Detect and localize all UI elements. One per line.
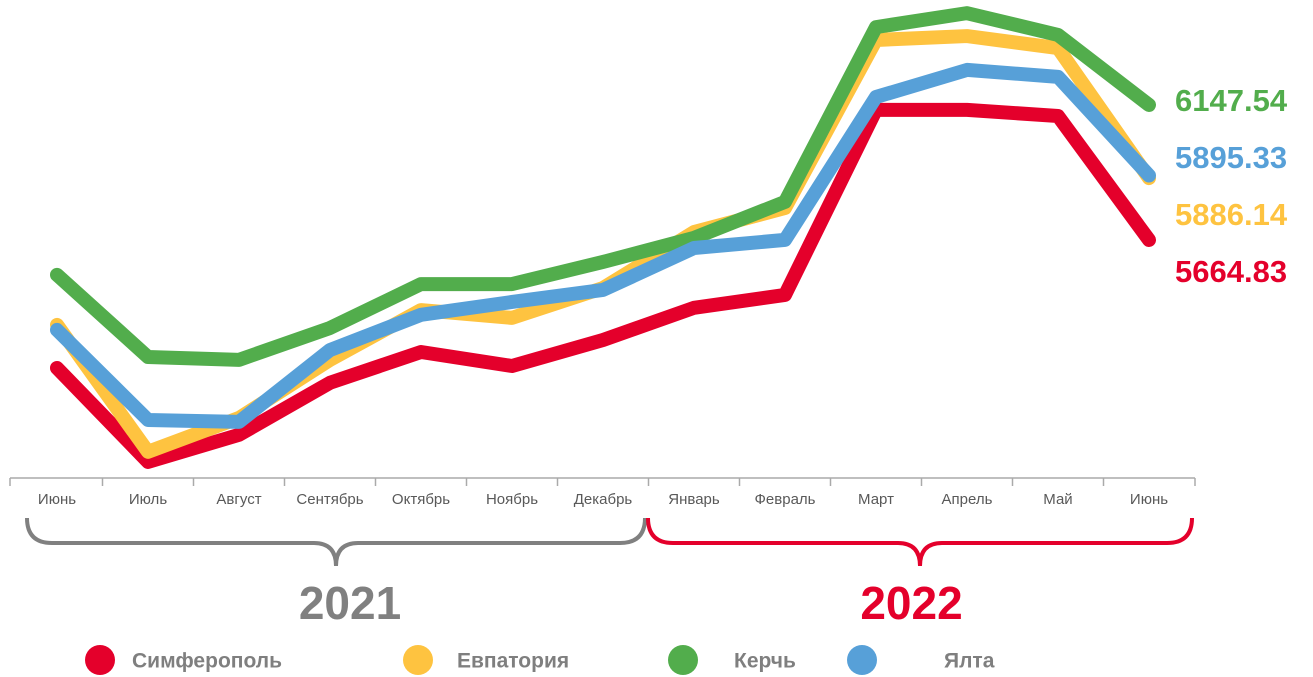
end-value-label: 5886.14 (1175, 197, 1288, 232)
x-tick-label: Февраль (755, 491, 816, 508)
end-value-label: 5664.83 (1175, 254, 1287, 289)
series-line (50, 29, 1156, 459)
year-bracket (25, 517, 647, 567)
legend-label: Симферополь (132, 650, 282, 673)
legend-swatch (403, 645, 433, 675)
x-tick-label: Декабрь (574, 491, 633, 508)
year-bracket (646, 517, 1194, 567)
x-tick-label: Сентябрь (296, 491, 363, 508)
x-tick-label: Июль (129, 491, 167, 508)
legend-swatch (85, 645, 115, 675)
x-tick-label: Январь (668, 491, 720, 508)
x-tick-label: Ноябрь (486, 491, 538, 508)
x-tick-label: Апрель (942, 491, 993, 508)
legend-label: Евпатория (457, 650, 569, 673)
legend-label: Керчь (734, 650, 796, 673)
x-tick-label: Август (216, 491, 261, 508)
end-value-label: 6147.54 (1175, 83, 1288, 118)
x-tick-label: Июнь (38, 491, 76, 508)
series-line (50, 102, 1156, 469)
end-value-label: 5895.33 (1175, 140, 1287, 175)
x-tick-label: Март (858, 491, 894, 508)
x-tick-label: Май (1043, 491, 1072, 508)
year-label: 2021 (299, 577, 401, 629)
series-line (50, 62, 1156, 429)
series-line (50, 6, 1156, 367)
year-label: 2022 (860, 577, 962, 629)
legend-label: Ялта (944, 650, 995, 673)
x-tick-label: Июнь (1130, 491, 1168, 508)
legend-swatch (847, 645, 877, 675)
x-tick-label: Октябрь (392, 491, 450, 508)
legend-swatch (668, 645, 698, 675)
